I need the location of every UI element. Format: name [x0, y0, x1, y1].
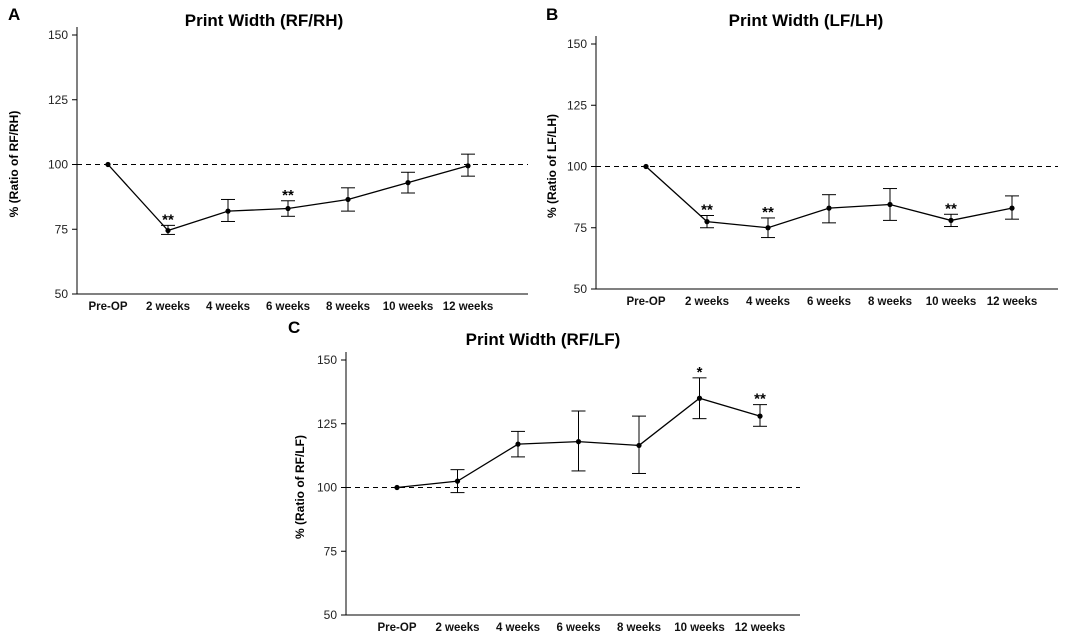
x-tick-label: 6 weeks	[266, 301, 310, 313]
y-axis-label: % (Ratio of RF/LF)	[293, 435, 307, 539]
data-point	[465, 163, 471, 169]
panel-letter: B	[546, 5, 558, 24]
data-point	[643, 163, 649, 170]
panel-letter: C	[288, 318, 300, 337]
chart-title: Print Width (RF/RH)	[185, 11, 343, 30]
significance-marker: *	[697, 364, 703, 381]
data-point	[285, 205, 291, 212]
y-tick-label: 75	[324, 544, 338, 558]
significance-marker: **	[754, 391, 766, 408]
x-tick-label: 10 weeks	[674, 622, 725, 634]
y-tick-label: 75	[55, 222, 69, 236]
x-tick-label: 4 weeks	[496, 622, 540, 634]
significance-marker: **	[162, 211, 174, 228]
panel-c: C Print Width (RF/LF) % (Ratio of RF/LF) 50…	[288, 318, 800, 634]
x-tick-label: 4 weeks	[206, 301, 250, 313]
panel-letter: A	[8, 5, 20, 24]
x-tick-label: 6 weeks	[556, 622, 600, 634]
x-tick-label: 8 weeks	[326, 301, 370, 313]
x-tick-label: Pre-OP	[378, 622, 417, 634]
y-tick-label: 100	[567, 160, 587, 174]
x-tick-label: 10 weeks	[926, 296, 977, 308]
y-tick-label: 125	[48, 93, 68, 107]
significance-marker: **	[762, 204, 774, 221]
data-point	[1009, 205, 1015, 211]
chart-title: Print Width (LF/LH)	[729, 11, 884, 30]
data-point	[165, 227, 171, 234]
x-tick-label: 4 weeks	[746, 296, 790, 308]
data-point	[757, 413, 763, 419]
chart-title: Print Width (RF/LF)	[466, 330, 621, 349]
significance-marker: **	[701, 202, 713, 219]
data-point	[887, 201, 893, 208]
data-point	[948, 217, 954, 223]
data-point	[345, 196, 351, 203]
x-tick-label: 12 weeks	[735, 622, 786, 634]
x-tick-label: Pre-OP	[627, 296, 666, 308]
y-tick-label: 125	[317, 417, 337, 431]
y-tick-label: 50	[324, 608, 338, 622]
x-tick-label: 12 weeks	[987, 296, 1038, 308]
data-point	[515, 441, 521, 447]
y-tick-label: 50	[55, 287, 69, 301]
y-axis-label: % (Ratio of LF/LH)	[545, 114, 559, 218]
x-tick-label: 8 weeks	[617, 622, 661, 634]
x-tick-label: 2 weeks	[685, 296, 729, 308]
y-axis-label: % (Ratio of RF/RH)	[7, 111, 21, 218]
data-point	[696, 395, 703, 401]
data-point	[575, 439, 582, 445]
y-tick-label: 75	[574, 221, 588, 235]
x-tick-label: 12 weeks	[443, 301, 494, 313]
significance-marker: **	[282, 187, 294, 204]
x-tick-label: Pre-OP	[89, 301, 128, 313]
panel-b: B Print Width (LF/LH) % (Ratio of LF/LH) 50…	[545, 5, 1058, 308]
x-tick-label: 2 weeks	[435, 622, 479, 634]
y-tick-label: 150	[567, 37, 587, 51]
data-point	[394, 484, 400, 491]
y-tick-label: 125	[567, 98, 587, 112]
significance-marker: **	[945, 200, 957, 217]
data-point	[454, 478, 461, 484]
data-point	[225, 208, 231, 214]
data-point	[704, 219, 710, 225]
x-tick-label: 8 weeks	[868, 296, 912, 308]
x-tick-label: 2 weeks	[146, 301, 190, 313]
data-point	[826, 205, 832, 211]
data-point	[765, 225, 771, 231]
y-tick-label: 50	[574, 282, 588, 296]
data-point	[105, 161, 111, 168]
x-tick-label: 6 weeks	[807, 296, 851, 308]
x-tick-label: 10 weeks	[383, 301, 434, 313]
y-tick-label: 150	[48, 28, 68, 42]
y-tick-label: 150	[317, 353, 337, 367]
y-tick-label: 100	[48, 158, 68, 172]
data-point	[405, 180, 411, 186]
panel-a: A Print Width (RF/RH) % (Ratio of RF/RH) 50…	[7, 5, 528, 313]
y-tick-label: 100	[317, 481, 337, 495]
data-point	[636, 442, 642, 449]
